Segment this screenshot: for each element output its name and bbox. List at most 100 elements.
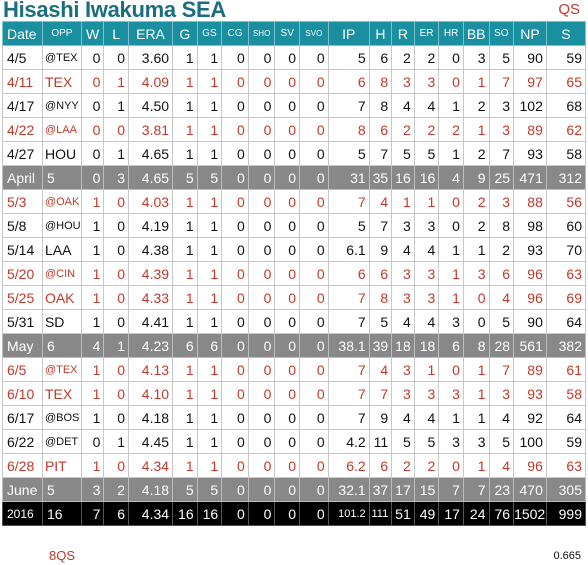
column-header[interactable]: SHO [247,21,276,46]
stat-cell: 1 [80,285,105,310]
stat-cell: 0 [274,501,301,526]
row-label-cell: 5/14 [2,237,43,262]
stat-cell: 7 [327,189,370,214]
column-header[interactable]: R [391,21,415,46]
stat-cell: 0 [438,213,464,238]
game-log-table: Date OPP W L ERA G GS CG SHO SV SVO IP H R ER HR BB SO NP S… [2,21,587,526]
stat-cell: 1 [438,93,464,118]
stat-cell: 4 [80,333,105,358]
column-header[interactable]: CG [221,21,249,46]
column-header[interactable]: OPP [41,21,82,46]
stat-cell: 0 [103,117,129,142]
stat-cell: 3 [391,381,415,406]
stat-cell: 1 [196,69,223,94]
stat-cell: 4.34 [127,501,174,526]
column-header[interactable]: W [80,21,105,46]
stat-cell: 1 [80,309,105,334]
row-label-cell: 5/3 [2,189,43,214]
stat-cell: 0 [247,477,276,502]
stat-cell: 7 [488,69,515,94]
stat-cell: 5 [368,309,393,334]
stat-cell: HOU [41,141,82,166]
stat-cell: 0 [221,285,249,310]
stat-cell: 3.60 [127,45,174,70]
stat-cell: 31 [327,165,370,190]
stat-cell: 470 [513,477,547,502]
stat-cell: 7 [327,405,370,430]
stat-cell: 1 [103,93,129,118]
stat-cell: 5 [41,477,82,502]
game-row: 5/31 SD 1 0 4.41 1 1 0 0 0 0 7 5 4 4 3 0 5 90 64 [2,309,587,334]
column-header[interactable]: BB [462,21,490,46]
stat-cell: 2 [391,453,415,478]
stat-cell: 1 [103,141,129,166]
column-header[interactable]: SO [488,21,515,46]
stat-cell: @DET [41,429,82,454]
stat-cell: 0 [274,381,301,406]
stat-cell: 101.2 [327,501,370,526]
column-header[interactable]: ERA [127,21,174,46]
stat-cell: 3 [391,357,415,382]
column-header[interactable]: SVO [299,21,329,46]
stat-cell: 0 [247,69,276,94]
stat-cell: 9 [462,165,490,190]
stat-cell: 0 [221,189,249,214]
stat-cell: 0 [80,69,105,94]
column-header[interactable]: L [103,21,129,46]
stat-cell: 4 [413,93,440,118]
stat-cell: 96 [513,453,547,478]
stat-cell: 4.23 [127,333,174,358]
column-header[interactable]: Date [2,21,43,46]
column-header[interactable]: NP [513,21,547,46]
stat-cell: 4.18 [127,405,174,430]
game-row: 5/25 OAK 1 0 4.33 1 1 0 0 0 0 7 8 3 3 1 0 4 96 69 [2,285,587,310]
month-total-row: June 5 3 2 4.18 5 5 0 0 0 0 32.1 37 17 15 7 7 23 470 305 [2,477,587,502]
stat-cell: 3 [462,45,490,70]
row-label-cell: 6/28 [2,453,43,478]
stat-cell: 7 [327,309,370,334]
stat-cell: 1 [172,45,198,70]
game-row: 6/22 @DET 0 1 4.45 1 1 0 0 0 0 4.2 11 5 5 3 3 5 100 59 [2,429,587,454]
stat-cell: 1 [391,189,415,214]
stat-cell: 61 [545,357,587,382]
stat-cell: 38.1 [327,333,370,358]
column-header[interactable]: G [172,21,198,46]
game-row: 4/22 @LAA 0 0 3.81 1 1 0 0 0 0 8 6 2 2 2 1 3 89 62 [2,117,587,142]
row-label-cell: 5/8 [2,213,43,238]
stat-cell: 7 [327,285,370,310]
stat-cell: 3 [462,429,490,454]
column-header[interactable]: IP [327,21,370,46]
stat-cell: 2 [103,477,129,502]
column-header[interactable]: S [545,21,587,46]
column-header[interactable]: GS [196,21,223,46]
stat-cell: 0 [247,381,276,406]
stat-cell: 68 [545,93,587,118]
column-header[interactable]: H [368,21,393,46]
stat-cell: 0 [299,261,329,286]
stat-cell: 0 [221,333,249,358]
stat-cell: 0 [299,429,329,454]
game-row: 5/3 @OAK 1 0 4.03 1 1 0 0 0 0 7 4 1 1 0 2 3 88 56 [2,189,587,214]
column-header[interactable]: ER [413,21,440,46]
stat-cell: 93 [513,381,547,406]
stat-cell: 0 [299,477,329,502]
stat-cell: 6 [368,453,393,478]
stat-cell: 5 [196,477,223,502]
stat-cell: 1 [172,189,198,214]
stat-cell: 49 [413,501,440,526]
stat-cell: 1 [80,381,105,406]
stat-cell: 1 [413,357,440,382]
stat-cell: 2 [488,237,515,262]
stat-cell: 0 [103,189,129,214]
stat-cell: TEX [41,69,82,94]
stat-cell: 0 [274,285,301,310]
stat-cell: 4 [413,309,440,334]
stat-cell: 9 [368,237,393,262]
stat-cell: 6.2 [327,453,370,478]
column-header[interactable]: SV [274,21,301,46]
stat-cell: 6 [41,333,82,358]
stat-cell: 1 [196,117,223,142]
stat-cell: 4 [391,93,415,118]
stat-cell: 1 [438,141,464,166]
column-header[interactable]: HR [438,21,464,46]
